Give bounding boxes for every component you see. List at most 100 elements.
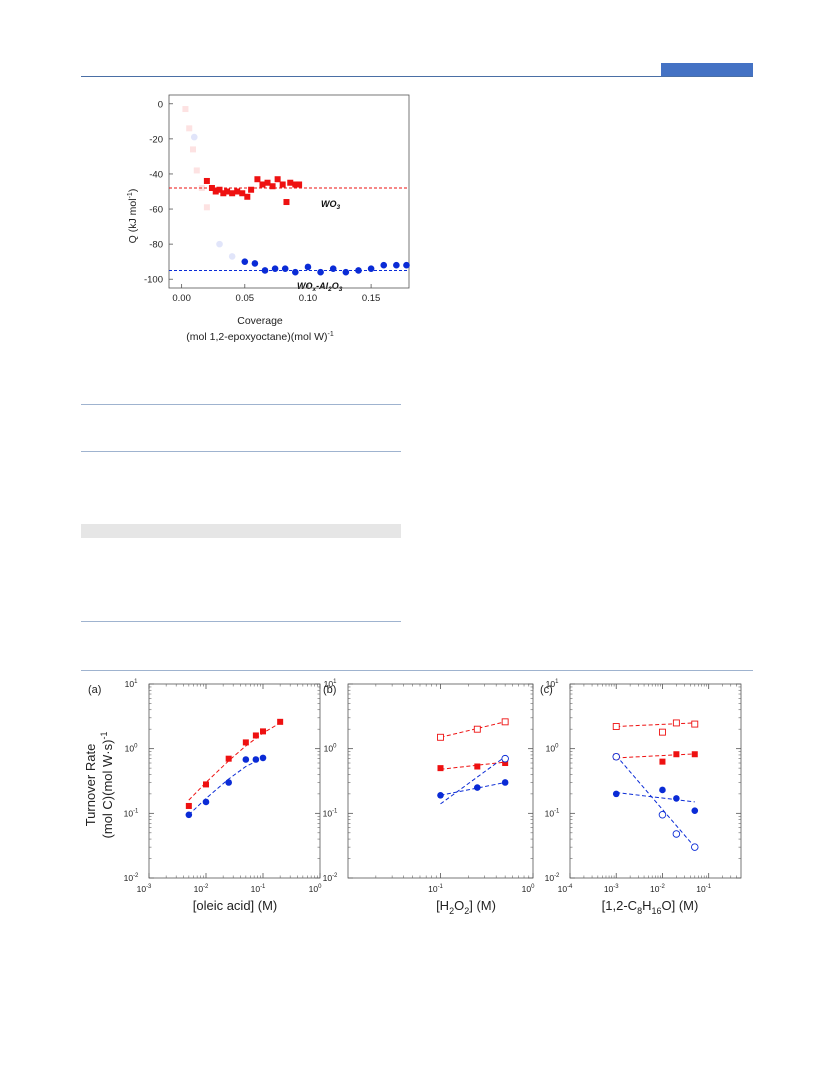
faded-point [193,167,200,174]
data-point [251,260,259,267]
data-point [229,190,236,197]
data-point [271,265,279,272]
data-point [220,190,227,197]
fit-line [188,722,281,801]
data-point [287,179,294,186]
data-point [274,176,281,183]
y-tick-label: -20 [149,134,163,145]
y-tick-label: 10-2 [323,873,338,883]
x-tick-label: 100 [309,884,322,894]
panel-a-chart: (a) Turnover Rate (mol C)(mol W·s)-1 [ol… [83,679,322,913]
x-tick-label: 0.00 [172,293,191,304]
x-tick-label: 10-4 [558,884,573,894]
y-axis-label: Q (kJ mol-1) [127,189,139,244]
series-label-wo3: WO3 [321,199,341,211]
y-axis-label-line2: (mol C)(mol W·s)-1 [99,732,115,839]
fit-line [188,758,264,816]
x-tick-label-exp: 0 [318,884,322,890]
y-tick-label-exp: -1 [332,808,338,814]
y-tick-label: 10-2 [124,873,139,883]
data-point [224,188,231,195]
y-tick-label-exp: -2 [332,873,338,879]
data-point [355,267,362,274]
data-point [252,756,260,763]
data-point [501,779,509,786]
x-tick-label: 10-1 [251,884,266,894]
y-tick-label: -100 [144,275,163,286]
x-axis-label-line2: (mol 1,2-epoxyoctane)(mol W)-1 [186,331,334,343]
y-tick-label-exp: -1 [554,808,560,814]
data-point [673,795,680,802]
data-point [248,186,255,193]
data-point [279,181,286,188]
panel-label-b: (b) [323,684,336,696]
data-point [252,732,259,739]
data-point [259,181,266,188]
data-point [691,751,698,758]
data-point [203,177,210,184]
data-point [691,843,699,851]
data-point [342,268,350,276]
fit-line [616,753,695,759]
data-point [296,181,303,188]
fit-line [440,761,506,770]
data-point [283,199,290,206]
panel-label-a: (a) [88,684,101,696]
faded-point [203,204,210,211]
data-point [234,188,241,195]
fit-line [440,756,506,805]
data-point [474,763,481,770]
data-point [659,728,666,736]
y-tick-label: 10-1 [124,808,139,818]
faded-point [182,106,189,113]
y-tick-label-exp: -1 [133,808,139,814]
data-point [216,186,223,193]
y-tick-label: 100 [324,744,337,754]
data-point [437,733,444,741]
panel-label-c: (c) [540,684,553,696]
header-accent-block [661,63,753,76]
data-point [185,811,193,819]
data-point [239,190,246,197]
y-tick-label: 0 [158,99,163,110]
x-tick-label: 10-2 [194,884,209,894]
data-point [292,268,299,276]
x-tick-label: 10-1 [428,884,443,894]
data-point [658,811,667,819]
y-tick-label: 100 [125,744,138,754]
calorimetry-chart: Q (kJ mol-1) Coverage (mol 1,2-epoxyocta… [127,94,410,343]
y-tick-label: -40 [149,169,163,180]
x-tick-label-exp: 0 [531,884,535,890]
data-point [501,754,509,763]
x-tick-label-exp: -3 [613,884,619,890]
data-point [672,830,681,838]
x-tick-label: 0.05 [236,293,255,304]
x-tick-label-exp: -1 [706,884,712,890]
data-point [260,728,266,735]
data-point [254,176,261,183]
x-tick-label: 10-3 [604,884,619,894]
x-axis-label: [oleic acid] (M) [193,898,278,913]
data-point [225,779,232,786]
fit-line [616,792,695,803]
data-point [691,720,699,728]
data-point [473,725,481,733]
y-tick-label: 10-2 [545,873,560,883]
data-point [317,268,324,276]
data-point [673,751,680,758]
x-tick-label-exp: -4 [567,884,573,890]
figure-rule [81,670,753,671]
data-point [672,719,680,727]
data-point [659,758,666,765]
x-tick-label: 100 [522,884,535,894]
data-point [502,760,509,767]
y-tick-label: 101 [546,679,559,689]
data-point [612,723,620,730]
y-tick-label: 100 [546,744,559,754]
faded-point [216,240,223,248]
x-tick-label-exp: -2 [660,884,666,890]
data-point [242,739,249,746]
x-tick-label: 0.15 [362,293,381,304]
data-point [659,786,666,794]
